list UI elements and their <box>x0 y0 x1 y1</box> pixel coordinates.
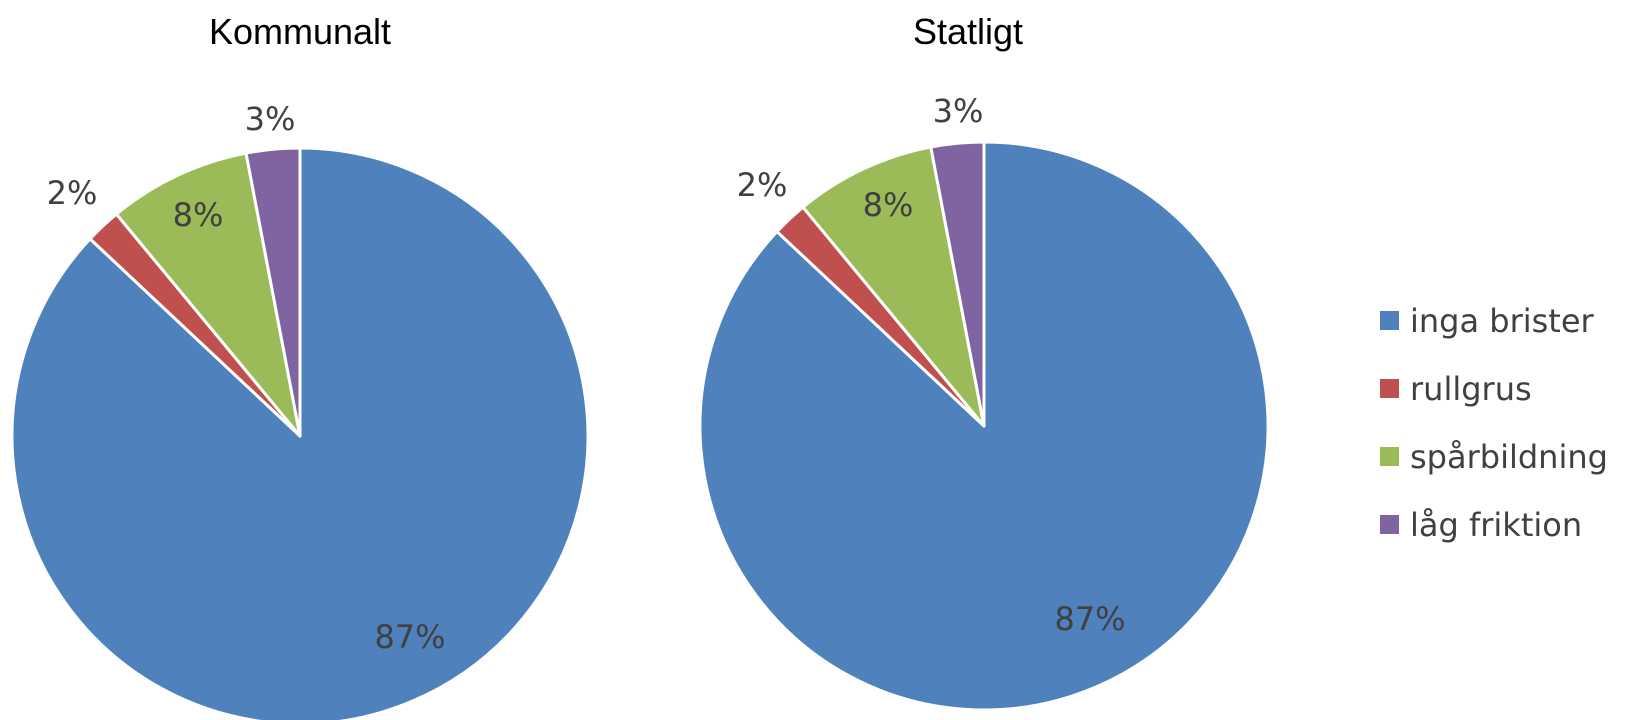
pie-slice-sparbildning <box>801 145 986 428</box>
pie-chart-statligt: Statligt 87% 2% 8% 3% <box>698 11 1270 712</box>
legend-item-rullgrus: rullgrus <box>1380 370 1532 408</box>
chart-title-statligt: Statligt <box>913 11 1023 52</box>
data-label-sparbildning: 8% <box>173 196 224 234</box>
legend-item-inga-brister: inga brister <box>1380 302 1595 340</box>
data-label-rullgrus: 2% <box>737 166 788 204</box>
legend-swatch <box>1380 447 1399 466</box>
pie-slice-sparbildning <box>114 151 302 438</box>
data-label-inga-brister: 87% <box>1054 600 1125 638</box>
legend-item-sparbildning: spårbildning <box>1380 438 1608 476</box>
legend-swatch <box>1380 379 1399 398</box>
legend-label: spårbildning <box>1410 438 1608 476</box>
data-label-lag-friktion: 3% <box>933 92 984 130</box>
pie-slice-lag-friktion <box>929 140 986 428</box>
chart-title-kommunalt: Kommunalt <box>209 11 391 52</box>
legend-label: rullgrus <box>1410 370 1532 408</box>
pie-chart-kommunalt: Kommunalt 87% 2% 8% 3% <box>10 11 590 720</box>
legend: inga brister rullgrus spårbildning låg f… <box>1380 302 1608 544</box>
legend-swatch <box>1380 311 1399 330</box>
pie-slice-lag-friktion <box>244 146 302 438</box>
legend-item-lag-friktion: låg friktion <box>1380 506 1582 544</box>
data-label-lag-friktion: 3% <box>245 100 296 138</box>
data-label-inga-brister: 87% <box>374 618 445 656</box>
legend-label: inga brister <box>1410 302 1595 340</box>
data-label-rullgrus: 2% <box>47 174 98 212</box>
legend-swatch <box>1380 515 1399 534</box>
data-label-sparbildning: 8% <box>863 186 914 224</box>
legend-label: låg friktion <box>1410 506 1582 544</box>
